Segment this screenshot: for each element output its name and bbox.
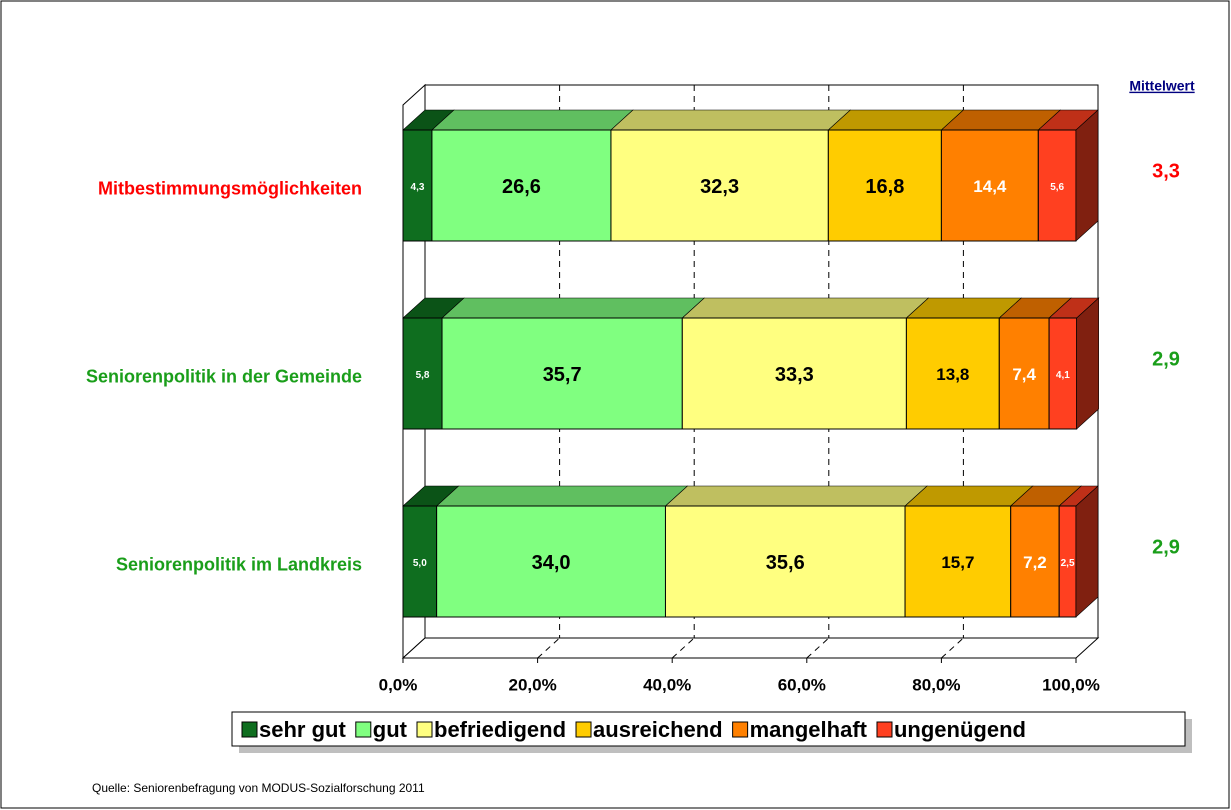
legend-swatch — [575, 721, 592, 738]
bar — [402, 505, 438, 618]
x-tick-label: 20,0% — [508, 675, 556, 694]
bar — [940, 129, 1039, 242]
bar-top — [431, 109, 634, 131]
floor — [401, 637, 1100, 659]
legend-swatch — [241, 721, 258, 738]
value-label: 15,7 — [941, 553, 974, 572]
legend — [231, 711, 1186, 747]
bar — [905, 317, 1000, 430]
value-label: 14,4 — [973, 177, 1007, 196]
bar — [998, 317, 1050, 430]
value-label: 5,8 — [416, 370, 430, 381]
value-label: 7,2 — [1023, 553, 1047, 572]
category-label: Seniorenpolitik in der Gemeinde — [86, 366, 362, 386]
value-label: 26,6 — [502, 176, 541, 198]
legend-swatch — [876, 721, 893, 738]
legend-swatch — [355, 721, 372, 738]
value-label: 33,3 — [775, 364, 814, 386]
mean-value: 3,3 — [1152, 160, 1180, 182]
bar-side — [1075, 485, 1099, 618]
value-label: 35,7 — [543, 364, 582, 386]
bar-top — [435, 485, 689, 507]
bar — [436, 505, 666, 618]
value-label: 4,3 — [411, 182, 425, 193]
bar — [681, 317, 907, 430]
bar — [664, 505, 906, 618]
value-label: 4,1 — [1056, 370, 1070, 381]
bar-side — [1075, 109, 1099, 242]
value-label: 13,8 — [936, 365, 969, 384]
legend-label: ausreichend — [593, 717, 723, 742]
bar-top — [681, 297, 930, 319]
bar-top — [610, 109, 852, 131]
floor-grid-line — [537, 637, 560, 659]
floor-grid-line — [941, 637, 964, 659]
x-tick-label: 40,0% — [643, 675, 691, 694]
legend-label: ungenügend — [894, 717, 1026, 742]
bar-top — [664, 485, 928, 507]
bar — [827, 129, 942, 242]
mean-value: 2,9 — [1152, 348, 1180, 370]
bar — [904, 505, 1012, 618]
mean-value: 2,9 — [1152, 536, 1180, 558]
bar — [1048, 317, 1078, 430]
bar — [431, 129, 612, 242]
x-tick-label: 60,0% — [778, 675, 826, 694]
value-label: 34,0 — [532, 552, 571, 574]
bar-top — [904, 485, 1034, 507]
bar — [610, 129, 829, 242]
value-label: 32,3 — [700, 176, 739, 198]
bar — [441, 317, 683, 430]
value-label: 16,8 — [865, 176, 904, 198]
legend-swatch — [732, 721, 749, 738]
bar — [402, 317, 443, 430]
bar-top — [441, 297, 706, 319]
legend-label: sehr gut — [259, 717, 346, 742]
value-label: 5,6 — [1050, 182, 1064, 193]
category-label: Mitbestimmungsmöglichkeiten — [98, 178, 362, 198]
bar — [1037, 129, 1077, 242]
floor-grid-line — [806, 637, 830, 659]
legend-label: gut — [373, 717, 408, 742]
legend-label: befriedigend — [434, 717, 566, 742]
source: Quelle: Seniorenbefragung von MODUS-Sozi… — [92, 781, 425, 795]
value-label: 5,0 — [413, 558, 427, 569]
legend-label: mangelhaft — [750, 717, 868, 742]
bar-top — [827, 109, 965, 131]
legend-swatch — [416, 721, 433, 738]
bar — [402, 129, 433, 242]
mean-title: Mittelwert — [1129, 78, 1195, 94]
value-label: 35,6 — [766, 552, 805, 574]
bar-side — [1076, 297, 1099, 430]
x-tick-label: 100,0% — [1042, 675, 1100, 694]
value-label: 7,4 — [1012, 365, 1036, 384]
x-tick-label: 80,0% — [912, 675, 960, 694]
category-label: Seniorenpolitik im Landkreis — [116, 554, 362, 574]
bar — [1010, 505, 1060, 618]
floor-grid-line — [671, 637, 695, 659]
x-tick-label: 0,0% — [379, 675, 418, 694]
value-label: 2,5 — [1061, 558, 1075, 569]
